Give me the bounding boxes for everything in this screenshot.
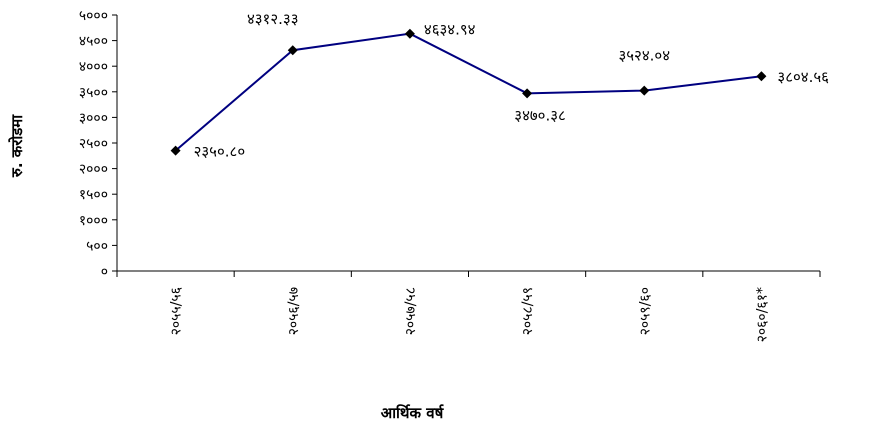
x-tick-label: २०६०/६१*: [754, 287, 770, 342]
y-tick-label: ०: [101, 264, 108, 280]
y-tick-label: ४५००: [79, 34, 108, 50]
data-point: [170, 145, 181, 156]
x-axis-title: आर्थिक वर्ष: [381, 404, 445, 422]
x-tick-label: २०५६/५७: [286, 287, 302, 335]
data-label: ४६३४.९४: [424, 21, 476, 39]
y-tick-label: ५००: [86, 238, 108, 254]
data-label: २३५०.८०: [194, 143, 246, 161]
series-area: [170, 28, 767, 156]
y-axis-title: रु. करोडमा: [8, 114, 26, 178]
data-point: [522, 88, 533, 99]
x-tick-label: २०५५/५६: [169, 287, 185, 335]
y-tick-label: २५००: [79, 136, 108, 152]
data-labels: २३५०.८० ४३१२.३३ ४६३४.९४ ३४७०.३८ ३५२४.०४ ३८०४.…: [194, 10, 830, 160]
y-tick-label: ३५००: [79, 85, 108, 101]
y-tick-label: १५००: [79, 187, 108, 203]
data-label: ३५२४.०४: [618, 47, 670, 65]
data-point: [639, 85, 650, 96]
x-axis: २०५५/५६ २०५६/५७ २०५७/५८ २०५८/५९ २०५९/६० २०६०/…: [116, 270, 821, 342]
y-tick-label: ३०००: [79, 110, 108, 126]
x-tick-label: २०५९/६०: [637, 287, 653, 335]
y-tick-label: ५०००: [79, 8, 108, 24]
data-label: ४३१२.३३: [247, 10, 299, 28]
data-label: ३४७०.३८: [514, 106, 566, 124]
data-point: [404, 28, 415, 39]
y-axis: ० ५०० १००० १५०० २००० २५०० ३००० ३५०० ४००० ४५०० ५०००: [79, 8, 118, 280]
series-line: [174, 32, 762, 152]
data-label: ३८०४.५६: [777, 68, 829, 86]
y-tick-label: १०००: [79, 213, 108, 229]
data-point: [756, 71, 767, 82]
y-tick-label: २०००: [79, 162, 108, 178]
x-tick-label: २०५७/५८: [403, 287, 419, 335]
x-tick-label: २०५८/५९: [520, 287, 536, 335]
y-tick-label: ४०००: [79, 59, 108, 75]
data-point: [287, 45, 298, 56]
